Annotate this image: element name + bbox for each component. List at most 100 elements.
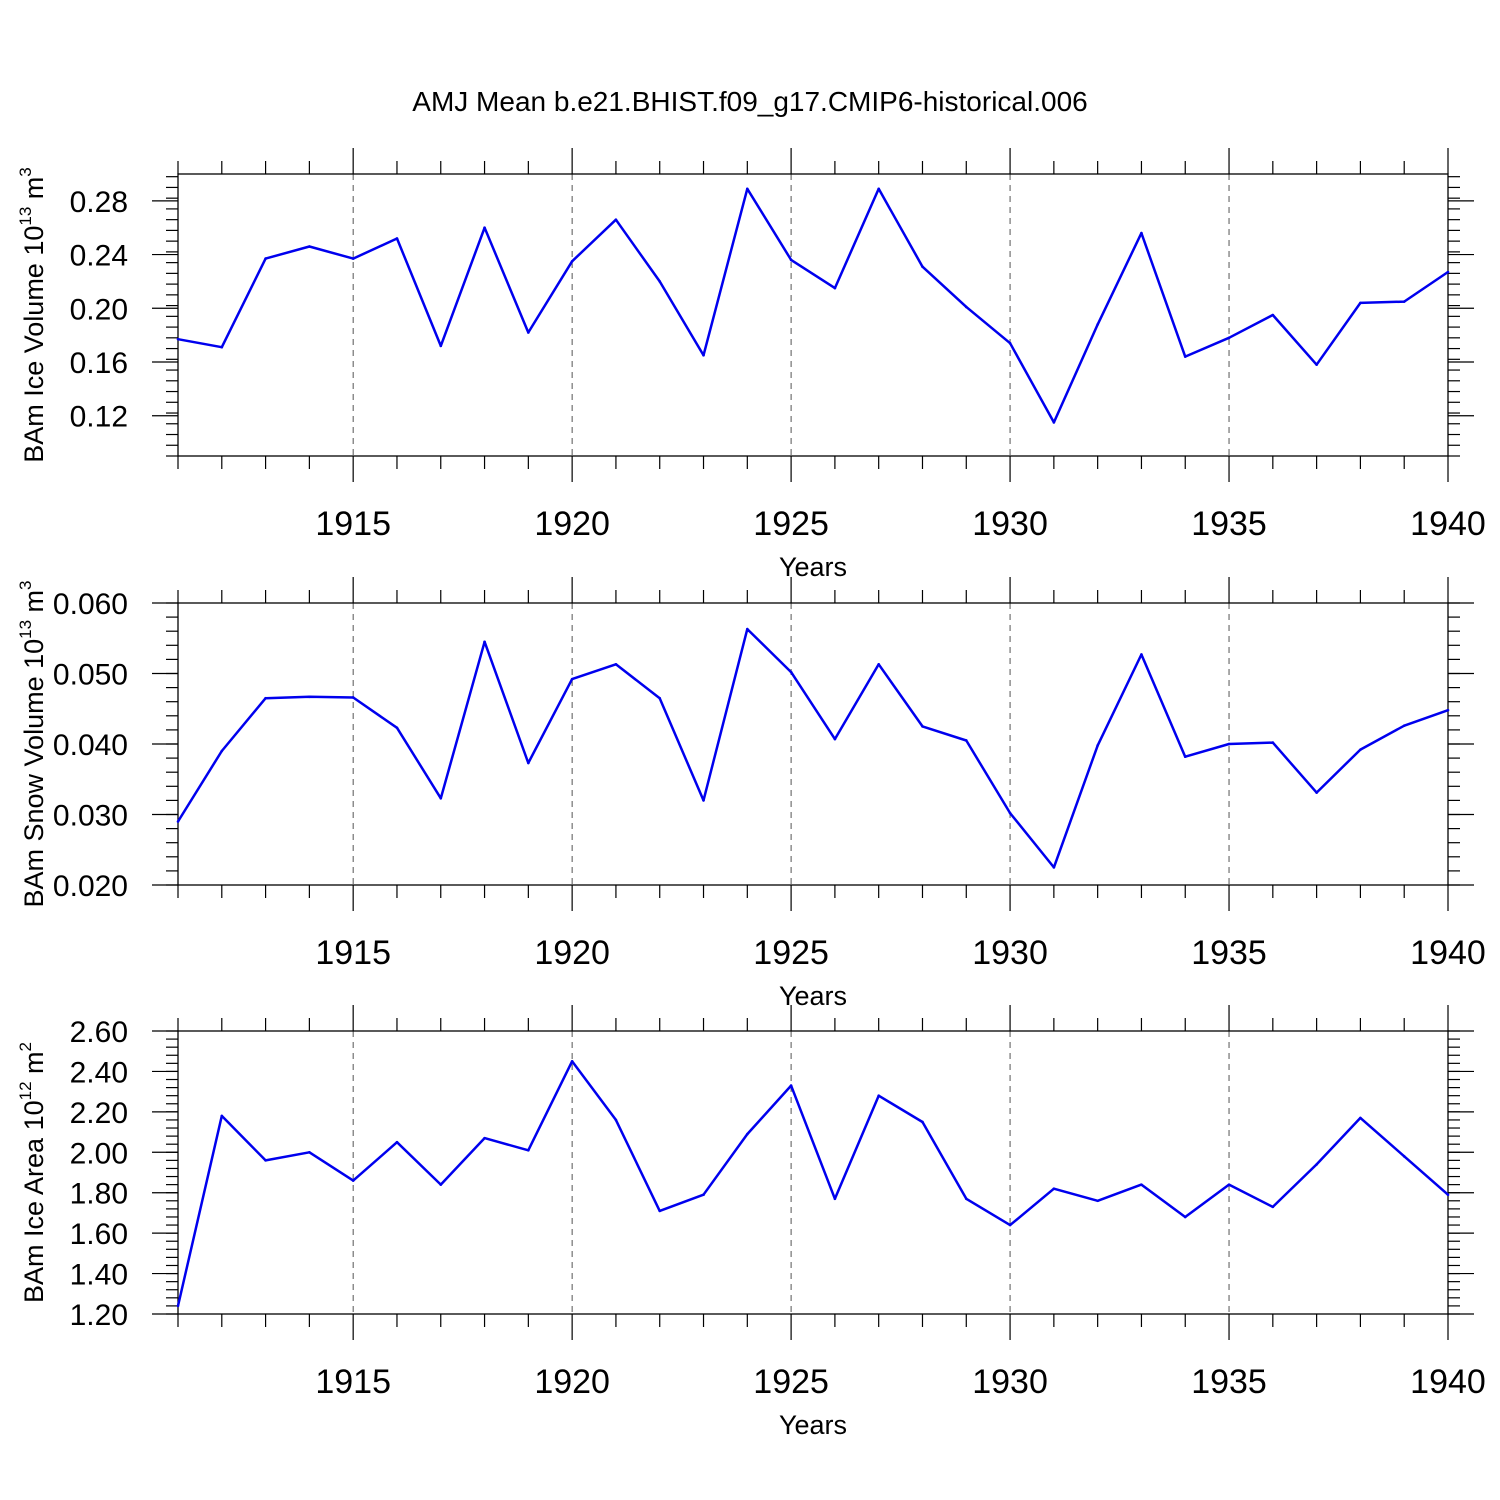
x-axis-label: Years — [779, 1410, 847, 1440]
y-axis-label-unit: m — [19, 590, 49, 620]
data-point — [658, 696, 662, 700]
x-tick-label: 1915 — [315, 1363, 391, 1401]
x-tick-label: 1915 — [315, 505, 391, 543]
data-point — [833, 737, 837, 741]
data-point — [789, 258, 793, 262]
data-point — [527, 761, 530, 765]
data-point — [1227, 1183, 1231, 1186]
x-tick-label: 1920 — [534, 505, 610, 543]
data-point — [614, 1118, 618, 1122]
data-point — [483, 226, 486, 230]
data-point — [439, 1183, 443, 1186]
data-point — [1271, 313, 1275, 317]
x-tick-label: 1925 — [753, 1363, 829, 1401]
data-point — [176, 820, 180, 823]
data-point — [395, 1140, 399, 1144]
data-point — [1140, 653, 1143, 656]
data-point — [1402, 1155, 1406, 1158]
x-tick-label: 1925 — [753, 505, 829, 543]
y-tick-label: 2.00 — [70, 1137, 128, 1170]
series-line — [177, 187, 1449, 424]
data-point — [658, 1209, 662, 1213]
data-point — [789, 1084, 793, 1087]
data-point — [1140, 1183, 1143, 1186]
y-axis-label: BAm Snow Volume 1013 m3 — [16, 580, 49, 907]
data-point — [1140, 231, 1143, 235]
y-tick-label: 0.040 — [53, 729, 128, 762]
data-point — [1183, 755, 1187, 758]
data-point — [439, 344, 443, 348]
data-point — [1183, 355, 1187, 358]
y-axis-label: BAm Ice Area 1012 m2 — [16, 1042, 49, 1303]
panel-1: 1915 1920 1925 1930 1935 1940 Years 0.12 0.16 0.2… — [16, 148, 1486, 582]
y-tick-label: 0.060 — [53, 588, 128, 621]
data-point — [264, 696, 267, 700]
data-point — [921, 1120, 924, 1124]
y-axis-label-unit-exp: 3 — [16, 167, 35, 176]
y-axis-label-text: BAm Ice Volume — [19, 263, 49, 463]
data-point — [877, 1094, 880, 1097]
data-point — [877, 187, 880, 191]
x-tick-label: 1920 — [534, 934, 610, 972]
data-point — [395, 237, 399, 240]
data-point — [1359, 1116, 1362, 1120]
data-point — [1183, 1215, 1187, 1219]
panel-3: 1915 1920 1925 1930 1935 1940 Years 1.20 1.40 1.6… — [16, 1005, 1486, 1440]
data-point — [1052, 1187, 1056, 1190]
y-tick-label: 1.20 — [70, 1299, 128, 1332]
x-axis-label: Years — [779, 552, 847, 582]
data-point — [1096, 744, 1099, 747]
y-axis-label-exp: 12 — [16, 1081, 35, 1100]
plot-frame — [177, 1030, 1449, 1315]
data-point — [1096, 323, 1099, 326]
data-point — [658, 280, 662, 283]
x-axis-label: Years — [779, 981, 847, 1011]
y-axis-label-text: BAm Snow Volume — [19, 676, 49, 907]
y-axis-label-unit-exp: 2 — [16, 1042, 35, 1051]
data-point — [1008, 811, 1012, 815]
data-point — [1446, 270, 1450, 274]
data-point — [570, 1060, 574, 1063]
data-point — [570, 677, 574, 681]
data-point — [614, 663, 618, 666]
data-point — [308, 1150, 311, 1154]
x-tick-label: 1920 — [534, 1363, 610, 1401]
y-tick-label: 2.20 — [70, 1097, 128, 1130]
y-tick-label: 0.020 — [53, 870, 128, 903]
data-point — [702, 353, 705, 357]
data-point — [964, 305, 968, 309]
y-tick-label: 1.40 — [70, 1259, 128, 1292]
data-point — [527, 1148, 530, 1152]
data-point — [746, 1132, 749, 1136]
data-point — [308, 695, 311, 699]
y-axis-label-exp: 13 — [16, 620, 35, 639]
y-tick-label: 0.16 — [70, 347, 128, 380]
data-point — [176, 1304, 180, 1308]
data-point — [308, 245, 311, 248]
x-tick-label: 1935 — [1191, 934, 1267, 972]
y-axis-label-unit-exp: 3 — [16, 580, 35, 589]
data-point — [351, 1179, 355, 1182]
data-point — [1008, 1223, 1012, 1227]
data-point — [220, 749, 224, 753]
x-tick-label: 1940 — [1410, 934, 1486, 972]
data-point — [264, 1159, 267, 1162]
data-point — [1315, 363, 1318, 366]
data-point — [1315, 1163, 1318, 1166]
data-point — [1096, 1199, 1099, 1203]
data-point — [746, 187, 749, 191]
data-point — [1446, 1193, 1450, 1197]
x-tick-label: 1935 — [1191, 1363, 1267, 1401]
series-line — [176, 627, 1449, 869]
y-axis-label-exp: 13 — [16, 207, 35, 226]
data-point — [1402, 300, 1406, 303]
x-tick-label: 1930 — [972, 1363, 1048, 1401]
data-point — [220, 1114, 224, 1118]
data-point — [1271, 741, 1275, 744]
data-point — [483, 640, 486, 644]
x-tick-label: 1930 — [972, 505, 1048, 543]
data-point — [1052, 866, 1056, 869]
x-tick-label: 1925 — [753, 934, 829, 972]
panel-2: 1915 1920 1925 1930 1935 1940 Years 0.020 0.030 0… — [16, 577, 1486, 1011]
